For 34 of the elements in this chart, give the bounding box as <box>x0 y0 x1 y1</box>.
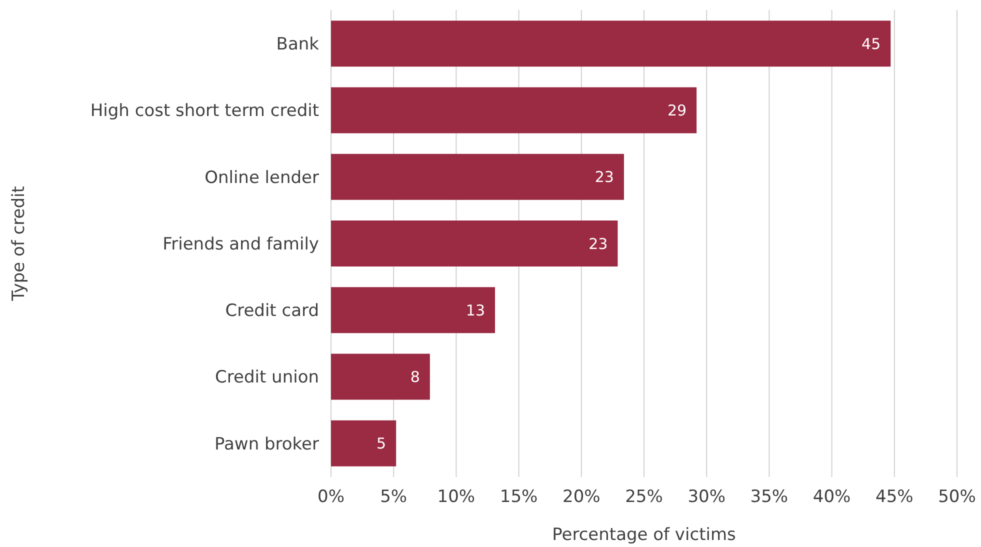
x-tick-label: 20% <box>562 487 600 507</box>
x-tick-label: 10% <box>437 487 476 507</box>
x-tick-label: 25% <box>625 487 663 507</box>
y-tick-label: Online lender <box>204 168 320 188</box>
bar <box>331 420 396 466</box>
bar <box>331 287 496 334</box>
bar <box>331 20 891 67</box>
bar <box>331 87 697 134</box>
x-tick-label: 40% <box>812 487 851 507</box>
x-tick-label: 45% <box>876 487 914 507</box>
x-tick-label: 0% <box>318 487 344 507</box>
data-label: 23 <box>594 168 614 186</box>
bar <box>331 354 430 400</box>
x-tick-label: 30% <box>688 487 726 507</box>
data-label: 29 <box>667 102 687 120</box>
y-axis-title: Type of credit <box>9 186 29 302</box>
data-label: 5 <box>376 434 386 453</box>
y-tick-label: High cost short term credit <box>90 101 320 122</box>
data-label: 8 <box>410 368 420 386</box>
y-tick-label: Bank <box>276 34 320 55</box>
data-label: 45 <box>862 34 881 53</box>
data-label: 13 <box>466 301 486 320</box>
x-axis-title: Percentage of victims <box>552 525 736 545</box>
x-tick-label: 5% <box>380 487 408 507</box>
y-tick-label: Credit union <box>215 368 319 388</box>
x-tick-label: 50% <box>938 487 976 507</box>
y-tick-label: Credit card <box>225 301 319 322</box>
x-tick-label: 15% <box>500 487 538 507</box>
y-tick-label: Friends and family <box>162 234 319 254</box>
bar <box>331 220 618 266</box>
data-label: 23 <box>588 234 608 253</box>
bar <box>331 154 624 200</box>
y-tick-label: Pawn broker <box>214 434 320 454</box>
x-tick-label: 35% <box>750 487 788 507</box>
